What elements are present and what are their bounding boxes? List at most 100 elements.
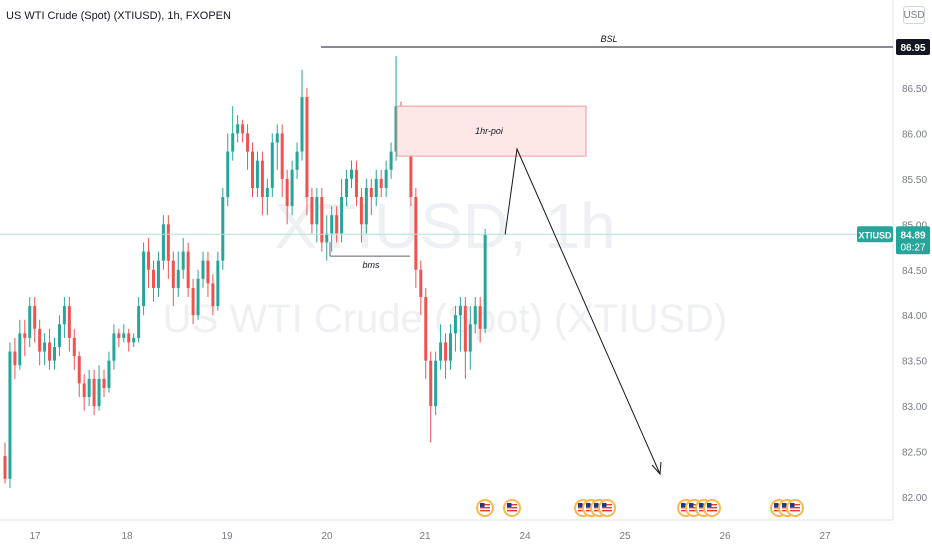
- candle: [3, 442, 7, 484]
- price-axis[interactable]: 82.00 82.50 83.00 83.50 84.00 84.50 85.00 85.50…: [857, 39, 930, 504]
- candle: [453, 306, 457, 352]
- flag-stripe: [602, 504, 612, 506]
- candle-body: [82, 383, 86, 398]
- candle-body: [97, 378, 101, 407]
- candle: [275, 124, 279, 170]
- projection-arrow[interactable]: [504, 147, 662, 476]
- price-tick-label: 86.50: [902, 84, 927, 95]
- candle: [72, 328, 76, 370]
- candle: [117, 328, 121, 348]
- candle: [176, 251, 180, 298]
- candle: [325, 215, 329, 261]
- candle-body: [483, 234, 487, 329]
- projection-path: [504, 147, 661, 475]
- poi-zone[interactable]: [396, 105, 587, 157]
- us-flag-event-icon[interactable]: [786, 499, 804, 517]
- candle-body: [394, 106, 398, 152]
- candle-body: [320, 197, 324, 243]
- flag-canton: [602, 503, 607, 507]
- candle-body: [221, 197, 225, 261]
- us-flag-event-icon[interactable]: [598, 499, 616, 517]
- flag-canton: [782, 503, 787, 507]
- bms-label: bms: [362, 260, 380, 270]
- flag-canton: [480, 503, 485, 507]
- candle-body: [137, 306, 141, 338]
- candles: [3, 56, 487, 488]
- us-flag-event-icon[interactable]: [503, 499, 521, 517]
- candle: [483, 228, 487, 334]
- candle-body: [310, 197, 314, 225]
- candle: [255, 151, 259, 198]
- candle-body: [38, 328, 42, 352]
- candle: [18, 319, 22, 370]
- candle-body: [211, 283, 215, 307]
- candle-body: [354, 169, 358, 198]
- flag-canton: [699, 503, 704, 507]
- candle: [379, 169, 383, 198]
- candle: [102, 369, 106, 398]
- candle: [67, 297, 71, 352]
- arrow-head: [651, 461, 662, 476]
- time-tick-label: 18: [121, 531, 133, 542]
- candle-body: [231, 133, 235, 152]
- flag-stripe: [790, 507, 800, 509]
- candle-body: [340, 197, 344, 234]
- us-flag-event-icon[interactable]: [476, 499, 494, 517]
- watermark-symbol: XTIUSD, 1h: [274, 190, 615, 262]
- candle: [186, 242, 190, 298]
- time-tick-label: 24: [519, 531, 531, 542]
- candle: [62, 297, 66, 338]
- candle-body: [265, 187, 269, 198]
- candle-body: [176, 269, 180, 288]
- price-tick-label: 86.00: [902, 129, 927, 140]
- current-price-badge[interactable]: [896, 226, 930, 255]
- currency-button[interactable]: USD: [903, 6, 925, 24]
- symbol-badge[interactable]: [857, 226, 893, 243]
- candle-body: [156, 260, 160, 288]
- candle-body: [161, 224, 165, 261]
- candle: [211, 274, 215, 316]
- candle: [419, 260, 423, 316]
- candle: [384, 160, 388, 198]
- candle: [156, 251, 160, 298]
- candle-body: [181, 251, 185, 270]
- candle: [265, 178, 269, 216]
- candle: [424, 287, 428, 379]
- candle-body: [62, 306, 66, 325]
- candle: [201, 251, 205, 288]
- countdown-text: 08:27: [900, 242, 925, 253]
- time-tick-label: 25: [619, 531, 631, 542]
- event-markers[interactable]: [476, 499, 804, 517]
- price-tick-label: 85.00: [902, 220, 927, 231]
- candle-body: [57, 324, 61, 348]
- candle: [251, 142, 254, 198]
- candle-body: [13, 351, 17, 366]
- candle: [107, 351, 111, 393]
- candle: [28, 297, 32, 348]
- candle: [295, 142, 299, 179]
- candle: [478, 297, 482, 343]
- flag-canton: [790, 503, 795, 507]
- candle-body: [379, 178, 383, 188]
- candle-body: [439, 342, 443, 361]
- candle-body: [43, 342, 47, 352]
- candle-body: [206, 260, 210, 284]
- candle-body: [295, 151, 299, 170]
- symbol-badge-text: XTIUSD: [858, 230, 892, 240]
- candle-body: [369, 187, 373, 198]
- candle-body: [260, 160, 264, 198]
- candle: [206, 251, 210, 298]
- candle: [191, 278, 195, 325]
- flag-canton: [689, 503, 694, 507]
- us-flag-event-icon[interactable]: [703, 499, 721, 517]
- candle: [310, 187, 314, 234]
- candle-body: [255, 160, 259, 188]
- bsl-price-badge[interactable]: [896, 39, 930, 56]
- candle-body: [345, 178, 349, 198]
- candle: [270, 133, 274, 198]
- chart-title: US WTI Crude (Spot) (XTIUSD), 1h, FXOPEN: [6, 10, 231, 22]
- time-axis[interactable]: 17 18 19 20 21 24 25 26 27: [29, 531, 831, 542]
- candle: [137, 297, 141, 343]
